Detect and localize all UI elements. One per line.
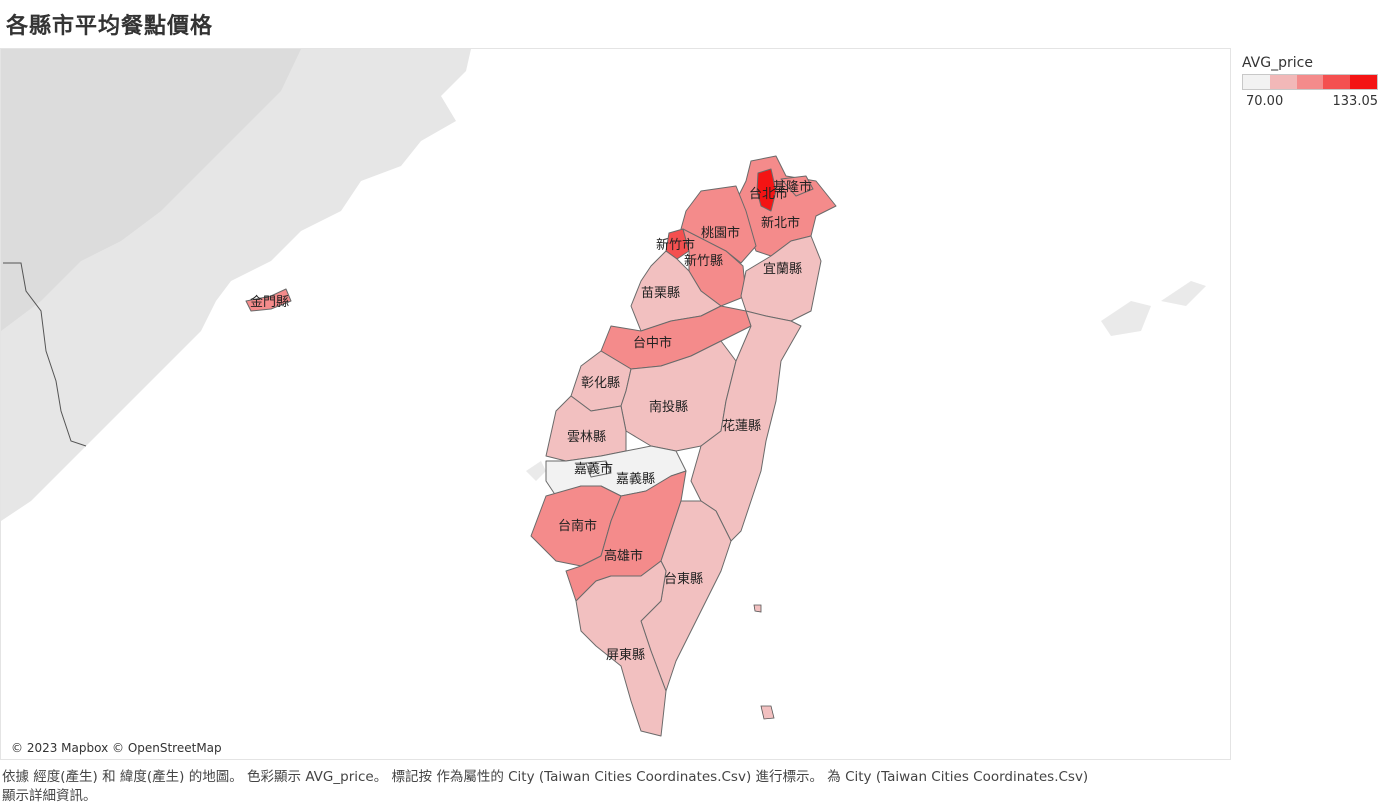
legend-title: AVG_price — [1242, 55, 1313, 71]
county-label-台東縣: 台東縣 — [664, 571, 703, 587]
county-shape-嘉義市[interactable] — [585, 460, 612, 478]
county-label-屏東縣: 屏東縣 — [606, 647, 645, 663]
county-label-花蓮縣: 花蓮縣 — [722, 418, 761, 434]
county-label-基隆市: 基隆市 — [773, 179, 812, 195]
province-border — [3, 262, 87, 447]
county-label-桃園市: 桃園市 — [701, 225, 740, 241]
county-shape-台北市[interactable] — [756, 168, 777, 212]
green-island — [753, 604, 762, 613]
page-title: 各縣市平均餐點價格 — [6, 14, 214, 39]
map-caption: 依據 經度(產生) 和 緯度(產生) 的地圖。 色彩顯示 AVG_price。 … — [2, 768, 1088, 806]
county-label-新竹縣: 新竹縣 — [684, 253, 723, 269]
color-legend[interactable]: AVG_price 70.00 133.05 — [1242, 55, 1378, 109]
county-label-台南市: 台南市 — [558, 518, 597, 534]
county-label-苗栗縣: 苗栗縣 — [641, 286, 680, 301]
japan-island-2 — [1161, 281, 1206, 306]
mainland-inland — [1, 49, 301, 331]
legend-swatch — [1350, 75, 1377, 89]
map-attribution[interactable]: © 2023 Mapbox © OpenStreetMap — [9, 741, 224, 755]
county-label-新北市: 新北市 — [761, 215, 800, 231]
county-label-台北市: 台北市 — [749, 186, 788, 202]
legend-swatch — [1269, 75, 1297, 89]
county-label-彰化縣: 彰化縣 — [581, 375, 620, 391]
caption-line-1: 依據 經度(產生) 和 緯度(產生) 的地圖。 色彩顯示 AVG_price。 … — [2, 769, 1089, 785]
legend-color-bar — [1242, 74, 1378, 90]
county-shape-金門縣[interactable] — [245, 288, 292, 312]
county-label-嘉義市: 嘉義市 — [574, 461, 613, 477]
county-label-雲林縣: 雲林縣 — [567, 430, 606, 445]
caption-line-2: 顯示詳細資訊。 — [2, 788, 97, 804]
county-label-台中市: 台中市 — [633, 335, 672, 351]
legend-swatch — [1323, 75, 1351, 89]
county-label-宜蘭縣: 宜蘭縣 — [763, 261, 802, 277]
legend-swatch — [1243, 75, 1270, 89]
map-canvas[interactable]: 台北市 基隆市 新北市 桃園市 新竹市 新竹縣 宜蘭縣 苗栗縣 台中市 彰化縣 … — [0, 48, 1231, 760]
county-label-南投縣: 南投縣 — [649, 399, 688, 415]
county-shape-基隆市[interactable] — [780, 175, 814, 197]
legend-swatch — [1296, 75, 1324, 89]
legend-min: 70.00 — [1246, 94, 1284, 109]
japan-island — [1101, 301, 1151, 336]
taiwan-map[interactable]: 台北市 基隆市 新北市 桃園市 新竹市 新竹縣 宜蘭縣 苗栗縣 台中市 彰化縣 … — [1, 49, 1231, 760]
orchid-island — [760, 705, 775, 720]
county-label-新竹市: 新竹市 — [656, 237, 695, 253]
county-shape-新竹市[interactable] — [665, 228, 690, 260]
penghu-island — [526, 461, 546, 481]
county-label-高雄市: 高雄市 — [604, 548, 643, 564]
county-shape-屏東縣[interactable] — [575, 560, 667, 737]
county-shape-宜蘭縣[interactable] — [740, 235, 822, 322]
county-shape-雲林縣[interactable] — [545, 395, 627, 462]
legend-max: 133.05 — [1332, 94, 1379, 109]
county-label-金門縣: 金門縣 — [250, 294, 289, 310]
county-shape-花蓮縣[interactable] — [690, 310, 802, 542]
county-label-嘉義縣: 嘉義縣 — [616, 471, 655, 487]
